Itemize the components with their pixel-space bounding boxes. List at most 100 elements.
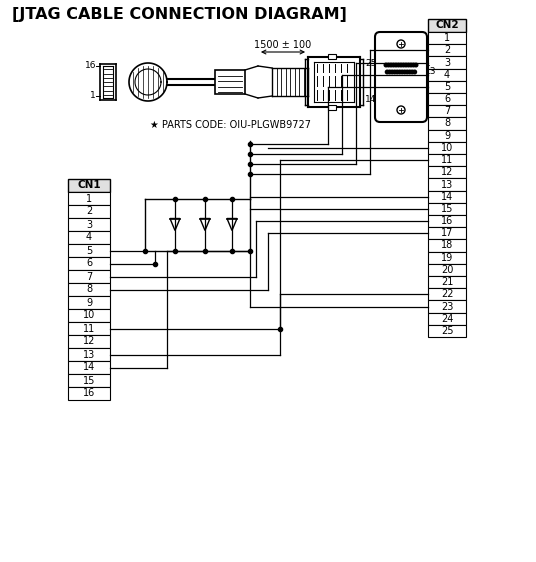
- FancyBboxPatch shape: [428, 203, 466, 215]
- FancyBboxPatch shape: [328, 54, 336, 59]
- Text: 14: 14: [441, 192, 453, 202]
- FancyBboxPatch shape: [428, 191, 466, 203]
- FancyBboxPatch shape: [428, 325, 466, 337]
- Text: 2: 2: [444, 46, 450, 55]
- FancyBboxPatch shape: [68, 205, 110, 218]
- FancyBboxPatch shape: [428, 178, 466, 191]
- Circle shape: [385, 70, 389, 74]
- FancyBboxPatch shape: [428, 117, 466, 130]
- Text: [JTAG CABLE CONNECTION DIAGRAM]: [JTAG CABLE CONNECTION DIAGRAM]: [12, 7, 347, 22]
- Circle shape: [411, 70, 414, 74]
- Circle shape: [389, 63, 393, 67]
- Text: 25: 25: [441, 326, 453, 336]
- Polygon shape: [129, 63, 167, 101]
- Circle shape: [388, 70, 391, 74]
- FancyBboxPatch shape: [428, 154, 466, 166]
- FancyBboxPatch shape: [428, 32, 466, 44]
- FancyBboxPatch shape: [428, 239, 466, 252]
- Circle shape: [403, 70, 406, 74]
- Text: 8: 8: [86, 284, 92, 294]
- Circle shape: [397, 63, 400, 67]
- Text: 1500 ± 100: 1500 ± 100: [255, 40, 311, 50]
- Text: 4: 4: [86, 233, 92, 242]
- FancyBboxPatch shape: [375, 32, 427, 122]
- Text: 13: 13: [425, 67, 436, 76]
- Circle shape: [405, 70, 409, 74]
- Text: 10: 10: [441, 143, 453, 153]
- FancyBboxPatch shape: [428, 56, 466, 69]
- Text: 14: 14: [365, 96, 376, 105]
- FancyBboxPatch shape: [68, 374, 110, 387]
- Text: 18: 18: [441, 241, 453, 251]
- Text: 13: 13: [441, 179, 453, 189]
- FancyBboxPatch shape: [428, 215, 466, 227]
- FancyBboxPatch shape: [428, 44, 466, 56]
- Circle shape: [398, 70, 401, 74]
- FancyBboxPatch shape: [68, 244, 110, 257]
- Circle shape: [407, 63, 410, 67]
- FancyBboxPatch shape: [328, 105, 336, 110]
- FancyBboxPatch shape: [68, 309, 110, 322]
- Text: 5: 5: [86, 246, 92, 256]
- Text: 20: 20: [441, 265, 453, 275]
- FancyBboxPatch shape: [68, 218, 110, 231]
- Text: 1: 1: [86, 193, 92, 203]
- Text: 21: 21: [441, 277, 453, 287]
- FancyBboxPatch shape: [428, 288, 466, 301]
- Text: 16: 16: [441, 216, 453, 226]
- Circle shape: [414, 63, 418, 67]
- FancyBboxPatch shape: [68, 322, 110, 335]
- FancyBboxPatch shape: [68, 335, 110, 348]
- FancyBboxPatch shape: [428, 93, 466, 105]
- Text: 23: 23: [441, 301, 453, 311]
- FancyBboxPatch shape: [68, 348, 110, 361]
- Text: 9: 9: [444, 131, 450, 140]
- FancyBboxPatch shape: [428, 301, 466, 312]
- Text: 10: 10: [83, 310, 95, 320]
- FancyBboxPatch shape: [428, 166, 466, 178]
- Circle shape: [412, 63, 415, 67]
- Text: 1: 1: [425, 58, 431, 67]
- FancyBboxPatch shape: [428, 276, 466, 288]
- FancyBboxPatch shape: [68, 283, 110, 296]
- Circle shape: [384, 63, 388, 67]
- Text: 6: 6: [86, 259, 92, 269]
- Text: 22: 22: [441, 289, 453, 300]
- Text: 16: 16: [83, 388, 95, 398]
- FancyBboxPatch shape: [68, 231, 110, 244]
- Circle shape: [399, 63, 403, 67]
- FancyBboxPatch shape: [215, 70, 245, 94]
- FancyBboxPatch shape: [68, 296, 110, 309]
- Text: 2: 2: [86, 206, 92, 216]
- Text: 7: 7: [444, 106, 450, 116]
- Text: 14: 14: [83, 362, 95, 373]
- Circle shape: [396, 70, 399, 74]
- Text: CN1: CN1: [77, 180, 101, 191]
- Text: 13: 13: [83, 350, 95, 360]
- Text: 4: 4: [444, 70, 450, 80]
- Circle shape: [386, 63, 390, 67]
- FancyBboxPatch shape: [68, 387, 110, 400]
- FancyBboxPatch shape: [68, 179, 110, 192]
- FancyBboxPatch shape: [428, 105, 466, 117]
- Circle shape: [404, 63, 408, 67]
- Circle shape: [413, 70, 416, 74]
- Circle shape: [409, 63, 413, 67]
- Text: 12: 12: [441, 167, 453, 177]
- Text: 9: 9: [86, 297, 92, 307]
- FancyBboxPatch shape: [68, 192, 110, 205]
- FancyBboxPatch shape: [428, 81, 466, 93]
- Text: 12: 12: [83, 337, 95, 347]
- Text: 1: 1: [90, 92, 96, 101]
- FancyBboxPatch shape: [428, 142, 466, 154]
- Text: 15: 15: [441, 204, 453, 214]
- Text: 19: 19: [441, 253, 453, 262]
- FancyBboxPatch shape: [428, 69, 466, 81]
- FancyBboxPatch shape: [428, 130, 466, 142]
- FancyBboxPatch shape: [428, 252, 466, 264]
- FancyBboxPatch shape: [428, 19, 466, 32]
- Circle shape: [394, 63, 398, 67]
- Text: 24: 24: [441, 314, 453, 324]
- Text: 16: 16: [85, 61, 96, 70]
- Circle shape: [390, 70, 394, 74]
